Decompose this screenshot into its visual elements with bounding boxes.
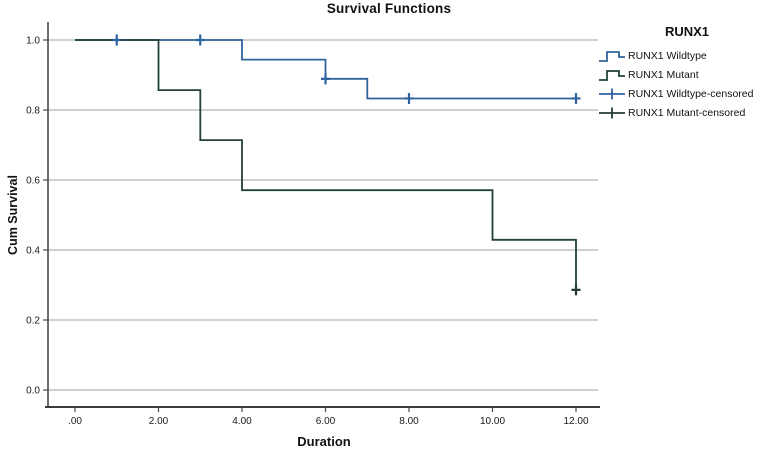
x-tick-label: 4.00 xyxy=(232,416,252,427)
x-tick-label: 10.00 xyxy=(480,416,505,427)
y-tick-label: 0.8 xyxy=(26,106,40,117)
x-tick-label: .00 xyxy=(68,416,82,427)
censored-marker xyxy=(321,73,330,85)
censored-marker xyxy=(571,92,581,104)
y-tick-label: 1.0 xyxy=(26,36,40,47)
plus-marker-icon xyxy=(599,107,625,118)
y-axis-title: Cum Survival xyxy=(6,175,20,255)
x-tick-label: 12.00 xyxy=(563,416,588,427)
y-tick-label: 0.0 xyxy=(26,386,40,397)
step-line-icon xyxy=(599,50,625,62)
y-tick-label: 0.4 xyxy=(26,246,40,257)
x-axis-title: Duration xyxy=(297,434,351,449)
censored-marker xyxy=(195,34,205,46)
legend: RUNX1 RUNX1 Wildtype RUNX1 Mutant RUNX1 … xyxy=(598,24,776,122)
step-line-icon xyxy=(599,69,625,81)
censored-marker xyxy=(404,92,414,104)
legend-item-label: RUNX1 Wildtype-censored xyxy=(628,87,754,100)
legend-item-mutant-censored: RUNX1 Mutant-censored xyxy=(598,103,776,122)
legend-item-label: RUNX1 Mutant xyxy=(628,68,699,81)
x-tick-label: 6.00 xyxy=(316,416,336,427)
censored-marker xyxy=(571,284,581,296)
x-tick-label: 8.00 xyxy=(399,416,419,427)
y-tick-label: 0.2 xyxy=(26,316,40,327)
legend-item-label: RUNX1 Wildtype xyxy=(628,49,707,62)
legend-item-mutant: RUNX1 Mutant xyxy=(598,65,776,84)
legend-item-label: RUNX1 Mutant-censored xyxy=(628,106,746,119)
chart-title: Survival Functions xyxy=(326,1,452,16)
censored-marker xyxy=(112,34,122,46)
legend-item-wildtype-censored: RUNX1 Wildtype-censored xyxy=(598,84,776,103)
survival-curve xyxy=(75,39,576,100)
legend-title: RUNX1 xyxy=(664,24,710,39)
x-tick-label: 2.00 xyxy=(149,416,169,427)
survival-curve xyxy=(75,39,577,290)
plus-marker-icon xyxy=(599,88,625,99)
legend-item-wildtype: RUNX1 Wildtype xyxy=(598,46,776,65)
y-tick-label: 0.6 xyxy=(26,176,40,187)
